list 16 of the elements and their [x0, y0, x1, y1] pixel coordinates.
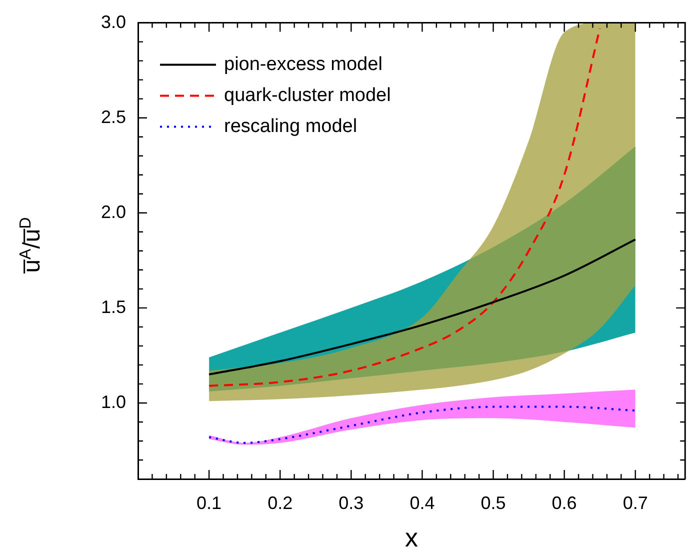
x-tick-label: 0.5 — [480, 492, 506, 513]
y-tick-label: 3.0 — [100, 12, 126, 32]
x-axis-title: x — [405, 522, 418, 553]
x-tick-label: 0.4 — [410, 492, 435, 513]
x-tick-label: 0.6 — [552, 492, 577, 513]
x-tick-label: 0.2 — [268, 492, 293, 513]
legend-label: pion-excess model — [224, 54, 382, 76]
x-tick-label: 0.3 — [338, 492, 364, 513]
x-tick-label: 0.1 — [196, 492, 222, 513]
legend-label: rescaling model — [224, 116, 358, 138]
legend-label: quark-cluster model — [224, 85, 391, 106]
y-tick-label: 1.5 — [100, 296, 126, 317]
y-tick-label: 1.0 — [100, 392, 126, 412]
x-tick-label: 0.7 — [622, 492, 648, 513]
y-tick-label: 2.0 — [100, 202, 126, 222]
y-tick-label: 2.5 — [100, 106, 126, 127]
